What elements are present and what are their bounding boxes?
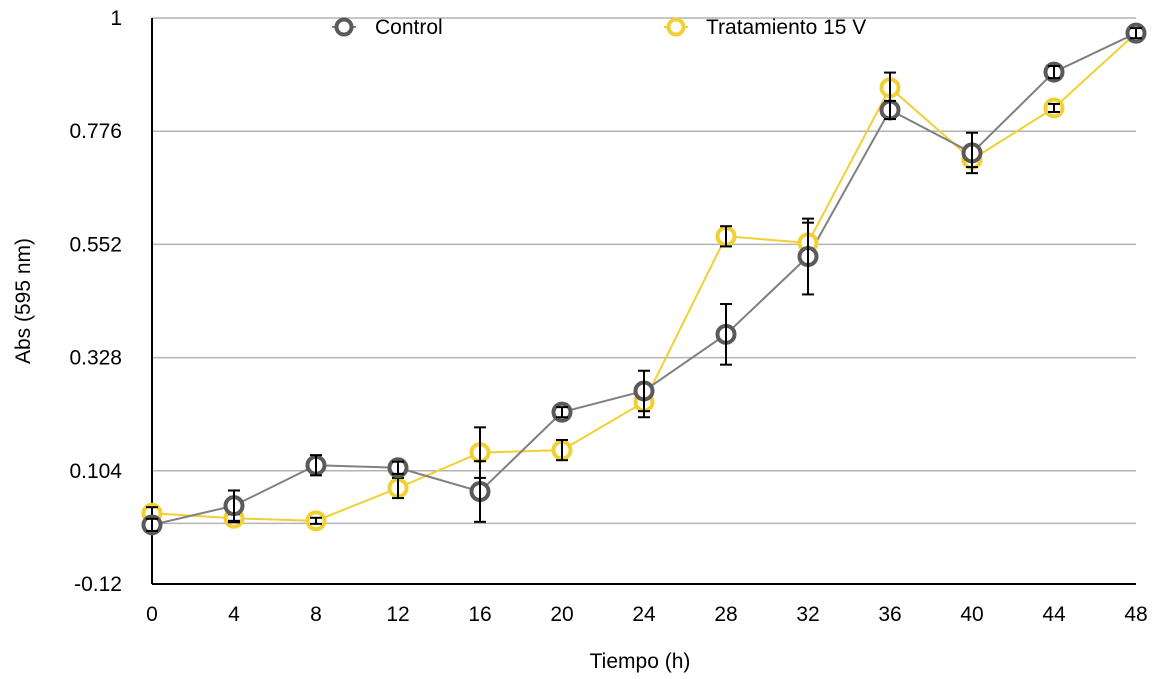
legend-control-label: Control <box>375 16 443 39</box>
legend-control-marker <box>334 17 354 37</box>
y-axis-title: Abs (595 nm) <box>12 238 35 364</box>
legend-treatment-label: Tratamiento 15 V <box>706 16 866 39</box>
x-tick-label: 48 <box>1124 603 1147 626</box>
series-line <box>151 32 1137 522</box>
x-tick-label: 12 <box>386 603 409 626</box>
y-tick-label: 0.552 <box>69 233 122 256</box>
series-control <box>151 32 1137 526</box>
y-tick-label: -0.12 <box>74 573 122 596</box>
series <box>141 22 1147 536</box>
series-points-control <box>141 22 1147 536</box>
series-points-treatment <box>141 22 1147 532</box>
axes <box>151 18 1136 585</box>
x-tick-label: 36 <box>878 603 901 626</box>
x-tick-label: 0 <box>146 603 158 626</box>
legend-treatment-marker <box>666 17 686 37</box>
legend: Control Tratamiento 15 V <box>332 16 866 39</box>
x-tick-label: 4 <box>228 603 240 626</box>
x-tick-labels: 0 4 8 12 16 20 24 28 32 36 40 44 48 <box>146 603 1148 626</box>
x-tick-label: 8 <box>310 603 322 626</box>
y-tick-label: 0.776 <box>69 120 122 143</box>
x-tick-label: 44 <box>1042 603 1066 626</box>
series-treatment <box>151 32 1137 522</box>
x-tick-label: 32 <box>796 603 819 626</box>
x-tick-label: 16 <box>468 603 491 626</box>
x-tick-label: 20 <box>550 603 573 626</box>
y-tick-labels: 1 0.776 0.552 0.328 0.104 -0.12 <box>69 7 122 596</box>
x-tick-label: 28 <box>714 603 737 626</box>
y-tick-label: 0.328 <box>69 347 122 370</box>
x-tick-label: 24 <box>632 603 656 626</box>
series-line <box>151 32 1137 526</box>
y-tick-label: 0.104 <box>69 460 122 483</box>
y-tick-label: 1 <box>110 7 122 30</box>
x-tick-label: 40 <box>960 603 983 626</box>
x-axis-title: Tiempo (h) <box>590 650 691 673</box>
gridlines <box>152 17 1136 525</box>
